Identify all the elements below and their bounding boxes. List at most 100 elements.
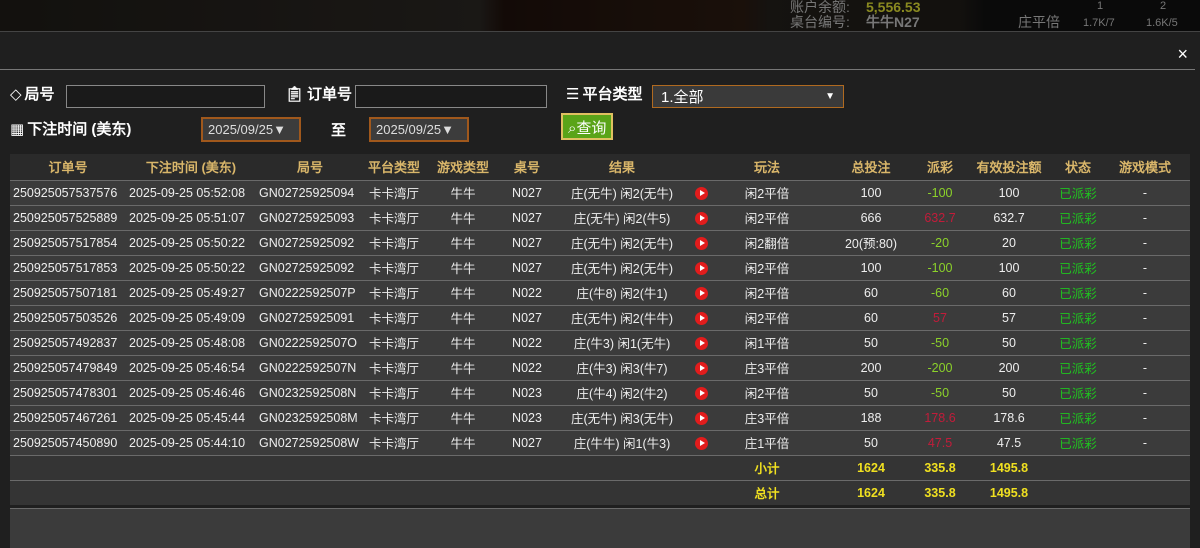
column-header	[692, 154, 710, 180]
platform-cell: 卡卡湾厅	[364, 279, 424, 305]
bg-stat2: 1.6K/5	[1146, 17, 1178, 29]
replay-cell[interactable]	[692, 379, 710, 405]
date-to-picker[interactable]: 2025/09/25▼	[369, 117, 469, 142]
valid-bet-cell: 60	[962, 279, 1056, 305]
bet-type-cell: 闲2平倍	[710, 279, 824, 305]
total-bet-cell: 188	[824, 404, 918, 430]
game-mode-cell: -	[1100, 279, 1190, 305]
game-type-cell: 牛牛	[424, 254, 502, 280]
table-no-cell: N027	[502, 304, 552, 330]
valid-bet-cell: 200	[962, 354, 1056, 380]
game-type-cell: 牛牛	[424, 204, 502, 230]
result-cell: 庄(牛牛) 闲1(牛3)	[552, 429, 692, 455]
play-icon[interactable]	[694, 236, 708, 250]
order-input[interactable]	[355, 85, 547, 108]
play-icon[interactable]	[694, 436, 708, 450]
table-row: 250925057517853 2025-09-25 05:50:22 GN0272…	[10, 254, 1190, 280]
payout-cell: -100	[918, 254, 962, 280]
result-cell: 庄(牛8) 闲2(牛1)	[552, 279, 692, 305]
result-cell: 庄(牛4) 闲2(牛2)	[552, 379, 692, 405]
replay-cell[interactable]	[692, 204, 710, 230]
payout-cell: -20	[918, 229, 962, 255]
valid-bet-cell: 47.5	[962, 429, 1056, 455]
replay-cell[interactable]	[692, 279, 710, 305]
order-id-cell: 250925057467261	[10, 404, 126, 430]
play-icon[interactable]	[694, 336, 708, 350]
column-header: 有效投注额	[962, 154, 1056, 180]
platform-cell: 卡卡湾厅	[364, 229, 424, 255]
replay-cell[interactable]	[692, 254, 710, 280]
replay-cell[interactable]	[692, 229, 710, 255]
status-cell: 已派彩	[1056, 329, 1100, 355]
order-id-cell: 250925057503526	[10, 304, 126, 330]
platform-select[interactable]: 1.全部 ▼	[652, 85, 844, 108]
balance-label: 账户余额:	[790, 0, 850, 15]
play-icon[interactable]	[694, 411, 708, 425]
total-bet-cell: 60	[824, 304, 918, 330]
table-no-cell: N027	[502, 429, 552, 455]
table-empty-area	[10, 508, 1190, 548]
status-cell: 已派彩	[1056, 379, 1100, 405]
game-type-cell: 牛牛	[424, 179, 502, 205]
game-type-cell: 牛牛	[424, 304, 502, 330]
game-type-cell: 牛牛	[424, 379, 502, 405]
close-button[interactable]: ×	[1177, 44, 1188, 64]
round-label-text: 局号	[24, 86, 55, 103]
search-icon: ⌕	[568, 120, 577, 137]
payout-cell: -200	[918, 354, 962, 380]
order-id-cell: 250925057537576	[10, 179, 126, 205]
replay-cell[interactable]	[692, 404, 710, 430]
calendar-icon: ▦	[10, 120, 25, 138]
date-from-picker[interactable]: 2025/09/25▼	[201, 117, 301, 142]
round-id-cell: GN02725925094	[256, 179, 364, 205]
bet-history-modal: × ◇ 局号 📋︎ 订单号 ☰ 平台类型 1.全部 ▼ ▦ 下注时间 (美东) 2025/…	[0, 31, 1200, 548]
bet-type-cell: 闲2平倍	[710, 304, 824, 330]
valid-bet-cell: 178.6	[962, 404, 1056, 430]
round-id-cell: GN0272592508W	[256, 429, 364, 455]
replay-cell[interactable]	[692, 304, 710, 330]
play-icon[interactable]	[694, 261, 708, 275]
replay-cell[interactable]	[692, 329, 710, 355]
payout-cell: 632.7	[918, 204, 962, 230]
column-header: 状态	[1056, 154, 1100, 180]
order-id-cell: 250925057517853	[10, 254, 126, 280]
round-input[interactable]	[66, 85, 265, 108]
total-payout: 335.8	[918, 479, 962, 505]
play-icon[interactable]	[694, 386, 708, 400]
play-icon[interactable]	[694, 211, 708, 225]
replay-cell[interactable]	[692, 354, 710, 380]
result-cell: 庄(无牛) 闲3(无牛)	[552, 404, 692, 430]
empty-cell	[1056, 454, 1100, 480]
status-cell: 已派彩	[1056, 429, 1100, 455]
game-mode-cell: -	[1100, 179, 1190, 205]
empty-cell	[10, 479, 126, 505]
empty-cell	[1056, 479, 1100, 505]
valid-bet-cell: 632.7	[962, 204, 1056, 230]
empty-cell	[256, 479, 364, 505]
query-label: 查询	[576, 120, 607, 137]
order-id-cell: 250925057525889	[10, 204, 126, 230]
total-valid-bet: 1495.8	[962, 479, 1056, 505]
replay-cell[interactable]	[692, 429, 710, 455]
bet-time-cell: 2025-09-25 05:46:54	[126, 354, 256, 380]
table-row: 250925057525889 2025-09-25 05:51:07 GN0272…	[10, 204, 1190, 230]
play-icon[interactable]	[694, 361, 708, 375]
query-button[interactable]: ⌕查询	[561, 113, 614, 140]
platform-value: 1.全部	[661, 89, 704, 106]
play-icon[interactable]	[694, 186, 708, 200]
round-id-cell: GN0232592508N	[256, 379, 364, 405]
round-id-cell: GN02725925091	[256, 304, 364, 330]
bg-col2: 2	[1160, 0, 1167, 12]
status-cell: 已派彩	[1056, 229, 1100, 255]
tag-icon: ◇	[10, 85, 22, 103]
play-icon[interactable]	[694, 286, 708, 300]
game-type-cell: 牛牛	[424, 229, 502, 255]
status-cell: 已派彩	[1056, 404, 1100, 430]
total-bet-cell: 50	[824, 329, 918, 355]
play-icon[interactable]	[694, 311, 708, 325]
chevron-down-icon: ▼	[825, 91, 835, 102]
total-bet-cell: 60	[824, 279, 918, 305]
payout-cell: 47.5	[918, 429, 962, 455]
replay-cell[interactable]	[692, 179, 710, 205]
valid-bet-cell: 20	[962, 229, 1056, 255]
